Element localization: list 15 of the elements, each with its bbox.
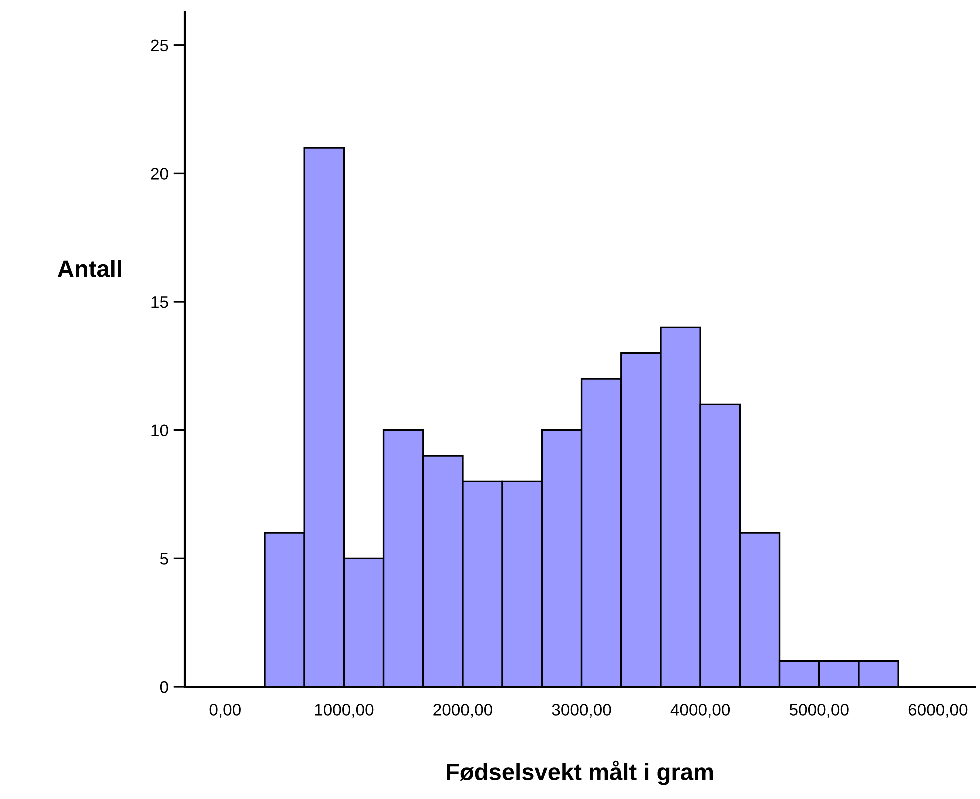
y-tick-label: 15	[152, 296, 168, 308]
y-tick-label: 20	[151, 168, 168, 180]
x-axis-title: Fødselsvekt målt i gram	[447, 760, 714, 786]
y-axis-title: Antall	[58, 260, 122, 278]
x-tick-label: 2000,00	[434, 704, 492, 718]
x-tick-label: 5000,00	[790, 704, 849, 718]
x-tick-label: 3000,00	[552, 704, 612, 718]
x-tick-label: 1000,00	[315, 704, 374, 718]
y-tick-label: 5	[160, 553, 168, 565]
y-tick-label: 0	[160, 681, 168, 694]
x-tick-label: 6000,00	[908, 704, 968, 718]
x-tick-label: 0,00	[210, 704, 241, 718]
y-tick-label: 25	[151, 40, 168, 52]
x-tick-label: 4000,00	[670, 704, 730, 718]
y-tick-label: 10	[152, 424, 168, 437]
